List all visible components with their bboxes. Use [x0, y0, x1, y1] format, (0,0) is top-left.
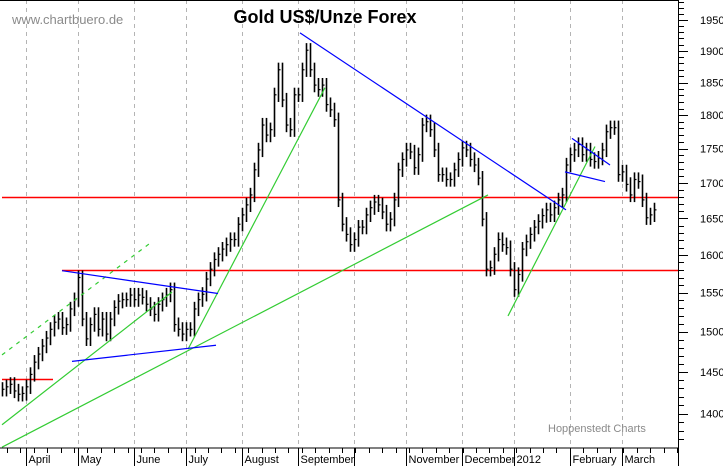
- y-tick-label: 1400: [700, 409, 723, 421]
- gridlines: [26, 0, 623, 448]
- y-tick-label: 1450: [700, 367, 723, 379]
- x-tick-label: February: [573, 454, 618, 466]
- x-tick-label: June: [137, 454, 161, 466]
- blue-trend-line: [71, 344, 217, 362]
- blue-trend-line: [61, 270, 219, 295]
- source-label: Hoppenstedt Charts: [548, 423, 646, 435]
- x-tick-label: September: [301, 454, 355, 466]
- y-tick-label: 1950: [700, 15, 723, 27]
- chart-title: Gold US$/Unze Forex: [233, 7, 416, 27]
- support-resistance-lines: [2, 196, 678, 381]
- x-tick-label: April: [29, 454, 51, 466]
- green-trend-line: [507, 146, 596, 317]
- y-tick-label: 1650: [700, 213, 723, 225]
- y-tick-label: 1800: [700, 110, 723, 122]
- watermark: www.chartbuero.de: [11, 12, 123, 27]
- x-axis: April May June July August September November D…: [7, 448, 678, 466]
- price-bars: [1, 43, 657, 402]
- x-tick-label: August: [245, 454, 279, 466]
- y-tick-label: 1500: [700, 327, 723, 339]
- green-trend-line: [1, 291, 173, 426]
- y-tick-label: 1750: [700, 144, 723, 156]
- x-tick-label: December: [465, 454, 516, 466]
- x-tick-label: 2012: [517, 454, 541, 466]
- y-tick-label: 1900: [700, 46, 723, 58]
- x-tick-label: May: [81, 454, 102, 466]
- x-tick-label: November: [409, 454, 460, 466]
- green-trend-line: [1, 241, 153, 356]
- trend-lines: [1, 32, 611, 448]
- y-tick-label: 1550: [700, 288, 723, 300]
- green-trend-line: [1, 194, 489, 448]
- blue-trend-line: [299, 32, 567, 211]
- y-tick-label: 1850: [700, 78, 723, 90]
- green-trend-line: [187, 87, 326, 350]
- y-tick-label: 1700: [700, 178, 723, 190]
- x-tick-label: March: [625, 454, 656, 466]
- y-axis: 1400 1450 1500 1550 1600 1650 1700 1750 1800 1850…: [678, 2, 723, 440]
- blue-trend-line: [571, 137, 611, 166]
- y-tick-label: 1600: [700, 250, 723, 262]
- blue-trend-line: [564, 171, 606, 183]
- x-tick-label: July: [189, 454, 209, 466]
